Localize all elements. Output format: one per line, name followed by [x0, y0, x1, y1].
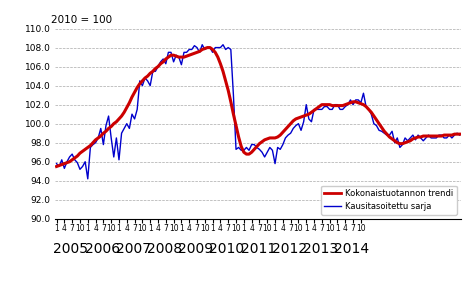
- Text: 2010 = 100: 2010 = 100: [51, 15, 112, 25]
- Legend: Kokonaistuotannon trendi, Kausitasoitettu sarja: Kokonaistuotannon trendi, Kausitasoitett…: [321, 186, 457, 215]
